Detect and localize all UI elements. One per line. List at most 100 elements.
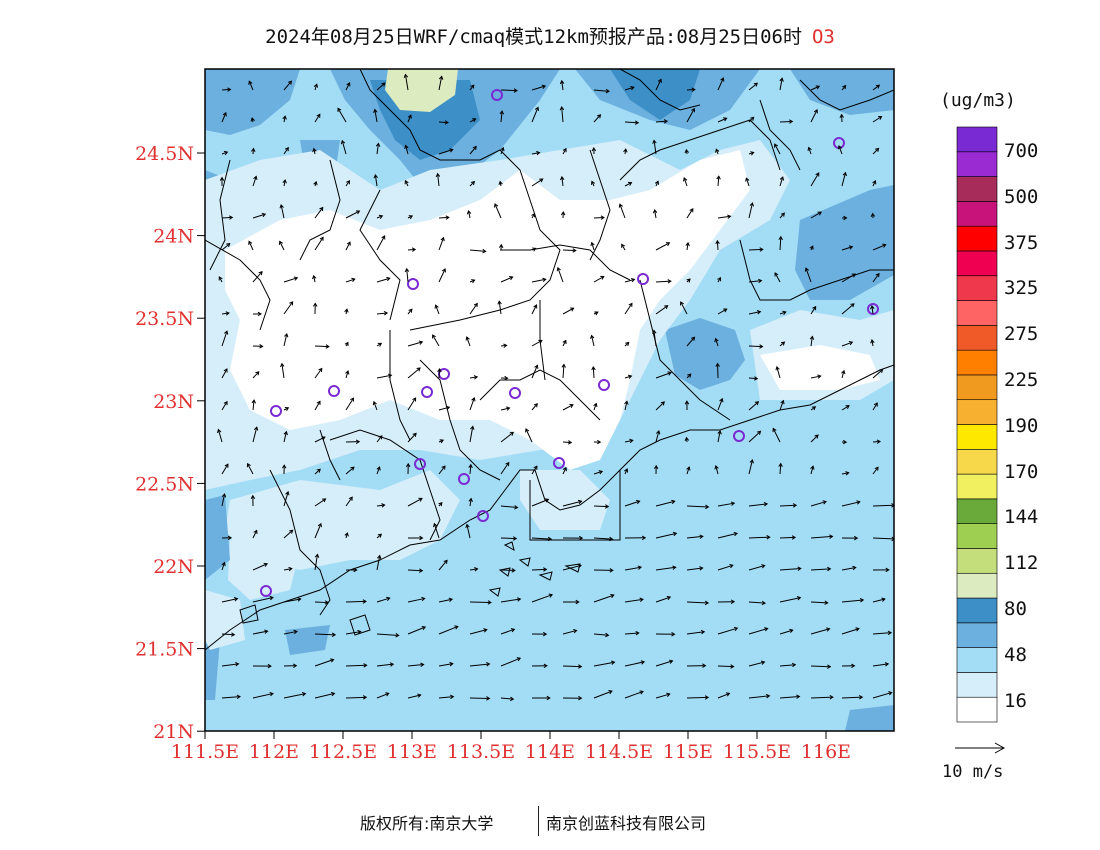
wind-arrow — [498, 180, 503, 187]
wind-arrow — [314, 600, 330, 605]
wind-arrow — [593, 439, 602, 445]
wind-arrow — [252, 311, 262, 317]
wind-arrow — [312, 302, 318, 315]
wind-arrow — [810, 434, 819, 443]
wind-arrow — [810, 406, 817, 411]
wind-arrow — [340, 139, 347, 155]
wind-arrow — [218, 276, 223, 283]
wind-arrow — [435, 172, 441, 187]
legend-label: 275 — [1004, 323, 1039, 346]
copyright-text: 版权所有:南京大学 — [360, 814, 494, 833]
wind-arrow — [655, 531, 678, 539]
wind-arrow — [500, 696, 515, 702]
wind-arrow — [500, 88, 518, 93]
wind-arrow — [345, 210, 361, 219]
wind-arrow — [433, 522, 440, 539]
wind-arrow — [624, 630, 640, 636]
legend-label: 170 — [1004, 460, 1039, 483]
wind-arrow — [438, 215, 450, 220]
wind-arrow — [407, 497, 423, 507]
wind-arrow — [252, 175, 258, 187]
wind-arrow — [562, 563, 582, 571]
wind-arrow — [376, 466, 381, 475]
wind-arrow — [872, 272, 880, 283]
wind-arrow — [686, 566, 704, 571]
wind-arrow — [872, 466, 879, 475]
wind-arrow — [562, 248, 577, 253]
wind-arrow — [246, 462, 254, 475]
wind-arrow — [337, 107, 347, 123]
wind-arrow — [562, 628, 578, 635]
wind-arrow — [468, 497, 473, 507]
wind-arrow — [221, 215, 234, 220]
wind-arrow — [531, 364, 539, 379]
wind-arrow — [221, 243, 231, 251]
wind-arrow — [748, 344, 764, 349]
wind-arrow — [684, 400, 690, 411]
lat-label: 22.5N — [135, 473, 194, 495]
wind-arrow — [314, 468, 321, 475]
wind-arrow — [283, 490, 290, 507]
wind-arrow — [314, 436, 326, 443]
wind-arrow — [407, 367, 421, 379]
wind-arrow — [499, 110, 505, 123]
wind-arrow — [618, 203, 626, 219]
wind-arrow — [655, 401, 665, 411]
wind-arrow — [345, 567, 358, 573]
wind-arrow — [872, 115, 883, 123]
legend-swatch — [956, 349, 998, 376]
legend-unit: (ug/m3) — [940, 90, 1016, 111]
wind-arrow — [221, 463, 229, 475]
company-text: 南京创蓝科技有限公司 — [546, 814, 707, 833]
wind-arrow — [841, 84, 847, 91]
wind-arrow — [624, 690, 644, 699]
wind-arrow — [344, 308, 349, 315]
legend-label: 700 — [1004, 140, 1039, 162]
wind-arrow — [872, 536, 894, 542]
legend-swatch — [956, 424, 998, 450]
wind-arrow — [872, 243, 887, 251]
wind-arrow — [624, 302, 633, 315]
lat-label: 23.5N — [135, 308, 194, 330]
wind-arrow — [810, 694, 834, 700]
wind-arrow — [624, 181, 633, 187]
lon-label: 114.5E — [585, 741, 653, 763]
wind-arrow — [314, 400, 321, 411]
wind-arrow — [716, 175, 721, 187]
wind-arrow — [748, 660, 766, 667]
wind-arrow — [500, 343, 508, 348]
islands — [239, 541, 581, 636]
wind-arrow — [652, 139, 657, 155]
wind-arrow — [465, 523, 471, 539]
wind-arrow — [872, 567, 890, 573]
wind-arrow — [465, 336, 471, 347]
wind-arrow — [531, 593, 554, 603]
legend-swatch — [956, 498, 998, 524]
wind-arrow — [531, 465, 538, 475]
wind-arrow — [283, 332, 289, 347]
wind-arrow — [345, 663, 368, 668]
legend-label: 112 — [1004, 552, 1039, 575]
wind-arrow — [372, 400, 378, 411]
wind-arrow — [283, 430, 288, 443]
wind-arrow — [841, 405, 850, 411]
wind-arrow — [837, 144, 843, 155]
wind-arrow — [252, 663, 272, 669]
wind-arrow — [562, 307, 575, 315]
wind-arrow — [466, 210, 472, 219]
wind-arrow — [376, 533, 383, 539]
wind-arrow — [717, 692, 731, 699]
wind-arrow — [624, 597, 644, 603]
wind-arrow — [404, 179, 409, 187]
wind-arrow — [654, 180, 660, 187]
wind-arrow — [531, 567, 548, 572]
wind-arrow — [779, 662, 797, 668]
lon-label: 116E — [801, 741, 851, 763]
wind-arrow — [778, 462, 783, 475]
wind-arrow — [591, 365, 596, 379]
wind-arrow — [686, 629, 706, 635]
wind-arrow — [590, 241, 595, 251]
wind-arrow — [313, 83, 319, 91]
wind-arrow — [314, 113, 321, 123]
wind-arrow — [531, 84, 547, 91]
